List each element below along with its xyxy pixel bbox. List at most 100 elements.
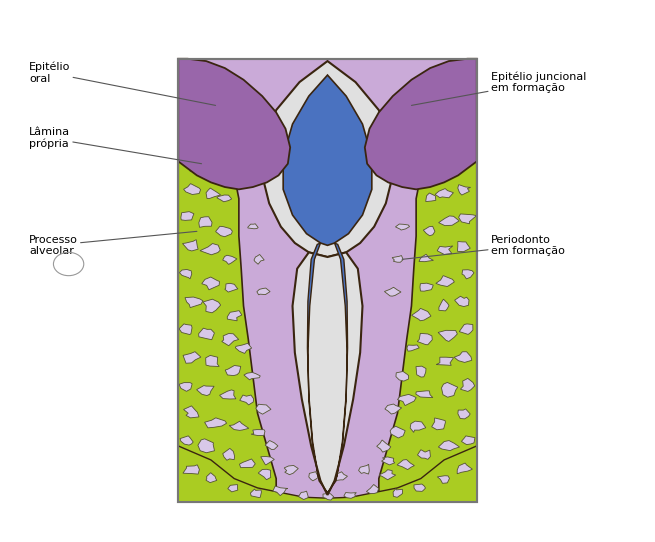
Polygon shape bbox=[381, 457, 395, 465]
Polygon shape bbox=[228, 485, 238, 492]
Polygon shape bbox=[416, 391, 433, 398]
Polygon shape bbox=[196, 385, 214, 396]
Polygon shape bbox=[200, 166, 213, 175]
Polygon shape bbox=[414, 484, 426, 492]
Polygon shape bbox=[441, 383, 458, 397]
Polygon shape bbox=[212, 172, 225, 179]
Polygon shape bbox=[344, 493, 356, 498]
Text: Lâmina
própria: Lâmina própria bbox=[29, 127, 202, 164]
Polygon shape bbox=[417, 450, 430, 460]
Polygon shape bbox=[462, 270, 474, 279]
Polygon shape bbox=[185, 297, 203, 308]
Polygon shape bbox=[384, 287, 401, 296]
Polygon shape bbox=[379, 124, 477, 502]
Polygon shape bbox=[457, 463, 472, 474]
Polygon shape bbox=[407, 345, 419, 351]
Polygon shape bbox=[420, 283, 433, 291]
Polygon shape bbox=[411, 308, 431, 321]
Polygon shape bbox=[365, 59, 477, 189]
Polygon shape bbox=[358, 464, 369, 474]
Polygon shape bbox=[323, 494, 333, 500]
Polygon shape bbox=[180, 436, 193, 445]
Polygon shape bbox=[261, 456, 274, 465]
Polygon shape bbox=[454, 352, 472, 363]
Polygon shape bbox=[178, 124, 276, 502]
Polygon shape bbox=[459, 324, 473, 334]
Polygon shape bbox=[183, 184, 200, 195]
Polygon shape bbox=[423, 226, 435, 236]
Polygon shape bbox=[183, 352, 201, 363]
Text: Processo
alveolar: Processo alveolar bbox=[29, 231, 197, 256]
Polygon shape bbox=[436, 276, 455, 287]
Polygon shape bbox=[385, 404, 402, 414]
Polygon shape bbox=[438, 330, 457, 341]
Polygon shape bbox=[244, 372, 260, 380]
Polygon shape bbox=[225, 365, 241, 376]
Polygon shape bbox=[458, 214, 477, 224]
Polygon shape bbox=[240, 459, 255, 468]
Polygon shape bbox=[457, 242, 470, 251]
Polygon shape bbox=[419, 254, 434, 262]
Polygon shape bbox=[390, 426, 405, 438]
Polygon shape bbox=[206, 188, 221, 198]
Polygon shape bbox=[248, 224, 258, 229]
Polygon shape bbox=[435, 189, 453, 198]
Polygon shape bbox=[178, 59, 290, 189]
Polygon shape bbox=[183, 240, 198, 251]
Polygon shape bbox=[366, 485, 379, 494]
Polygon shape bbox=[198, 439, 214, 453]
Polygon shape bbox=[200, 243, 220, 255]
Polygon shape bbox=[225, 283, 238, 292]
Polygon shape bbox=[204, 418, 227, 428]
Polygon shape bbox=[334, 472, 348, 480]
Polygon shape bbox=[438, 441, 460, 450]
Polygon shape bbox=[206, 473, 217, 482]
Polygon shape bbox=[257, 288, 270, 295]
Polygon shape bbox=[396, 371, 409, 381]
Polygon shape bbox=[219, 390, 236, 399]
Text: Epitélio juncional
em formação: Epitélio juncional em formação bbox=[411, 71, 586, 105]
Polygon shape bbox=[273, 486, 288, 495]
Polygon shape bbox=[255, 404, 271, 414]
Polygon shape bbox=[178, 59, 477, 502]
Polygon shape bbox=[254, 254, 264, 264]
Polygon shape bbox=[203, 299, 221, 313]
Polygon shape bbox=[235, 343, 252, 353]
Polygon shape bbox=[397, 460, 415, 469]
Polygon shape bbox=[396, 224, 409, 230]
Polygon shape bbox=[410, 421, 426, 433]
Polygon shape bbox=[206, 356, 219, 366]
Polygon shape bbox=[439, 299, 449, 311]
Polygon shape bbox=[416, 366, 426, 377]
Polygon shape bbox=[183, 465, 199, 474]
Polygon shape bbox=[222, 333, 238, 346]
Polygon shape bbox=[179, 269, 192, 279]
Polygon shape bbox=[460, 378, 475, 391]
Text: Epitélio
oral: Epitélio oral bbox=[29, 62, 215, 105]
Polygon shape bbox=[299, 491, 308, 500]
Polygon shape bbox=[438, 476, 449, 483]
Polygon shape bbox=[198, 328, 214, 340]
Polygon shape bbox=[398, 395, 416, 405]
Polygon shape bbox=[223, 255, 237, 264]
Polygon shape bbox=[251, 430, 265, 436]
Polygon shape bbox=[223, 448, 234, 460]
Polygon shape bbox=[227, 311, 242, 321]
Polygon shape bbox=[181, 211, 194, 221]
Polygon shape bbox=[293, 253, 362, 495]
Polygon shape bbox=[215, 227, 233, 237]
Polygon shape bbox=[432, 418, 445, 430]
Polygon shape bbox=[178, 446, 477, 502]
Polygon shape bbox=[240, 395, 253, 405]
Polygon shape bbox=[328, 243, 348, 493]
Polygon shape bbox=[439, 216, 459, 225]
Polygon shape bbox=[426, 193, 436, 202]
Polygon shape bbox=[436, 357, 453, 365]
Polygon shape bbox=[283, 75, 372, 246]
Polygon shape bbox=[455, 296, 469, 307]
Polygon shape bbox=[179, 383, 192, 391]
Polygon shape bbox=[229, 421, 249, 430]
Polygon shape bbox=[183, 406, 199, 418]
Polygon shape bbox=[437, 246, 453, 254]
Polygon shape bbox=[202, 277, 219, 290]
